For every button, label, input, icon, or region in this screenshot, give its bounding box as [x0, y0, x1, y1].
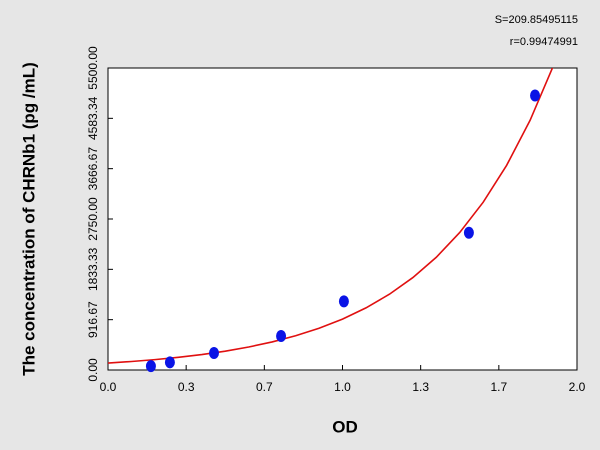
y-tick-label: 5500.00 [86, 46, 100, 90]
data-point [338, 295, 349, 308]
fit-curve [108, 68, 554, 364]
data-point [164, 356, 175, 369]
y-tick-label: 2750.00 [86, 197, 100, 241]
x-tick-label: 0.0 [100, 380, 117, 394]
y-tick-label: 1833.33 [86, 247, 100, 291]
x-tick-label: 1.0 [334, 380, 351, 394]
x-axis-title: OD [332, 417, 358, 436]
data-point [208, 346, 219, 359]
y-axis-title: The concentration of CHRNb1 (pg /mL) [19, 62, 38, 376]
x-tick-label: 0.3 [178, 380, 195, 394]
x-tick-label: 2.0 [569, 380, 586, 394]
plot-area [107, 67, 578, 371]
y-tick-label: 3666.67 [86, 147, 100, 191]
plot-layer [108, 68, 554, 364]
y-tick-label: 0.00 [86, 358, 100, 382]
y-tick-label: 4583.34 [86, 96, 100, 140]
x-tick-label: 0.7 [256, 380, 273, 394]
x-tick-label: 1.3 [412, 380, 429, 394]
data-point [463, 226, 474, 239]
data-point [530, 89, 541, 102]
y-tick-label: 916.67 [86, 301, 100, 338]
x-tick-label: 1.7 [490, 380, 507, 394]
data-point [145, 360, 156, 373]
annotation: r=0.99474991 [510, 36, 578, 48]
data-point [276, 329, 287, 342]
annotation: S=209.85495115 [495, 14, 578, 26]
